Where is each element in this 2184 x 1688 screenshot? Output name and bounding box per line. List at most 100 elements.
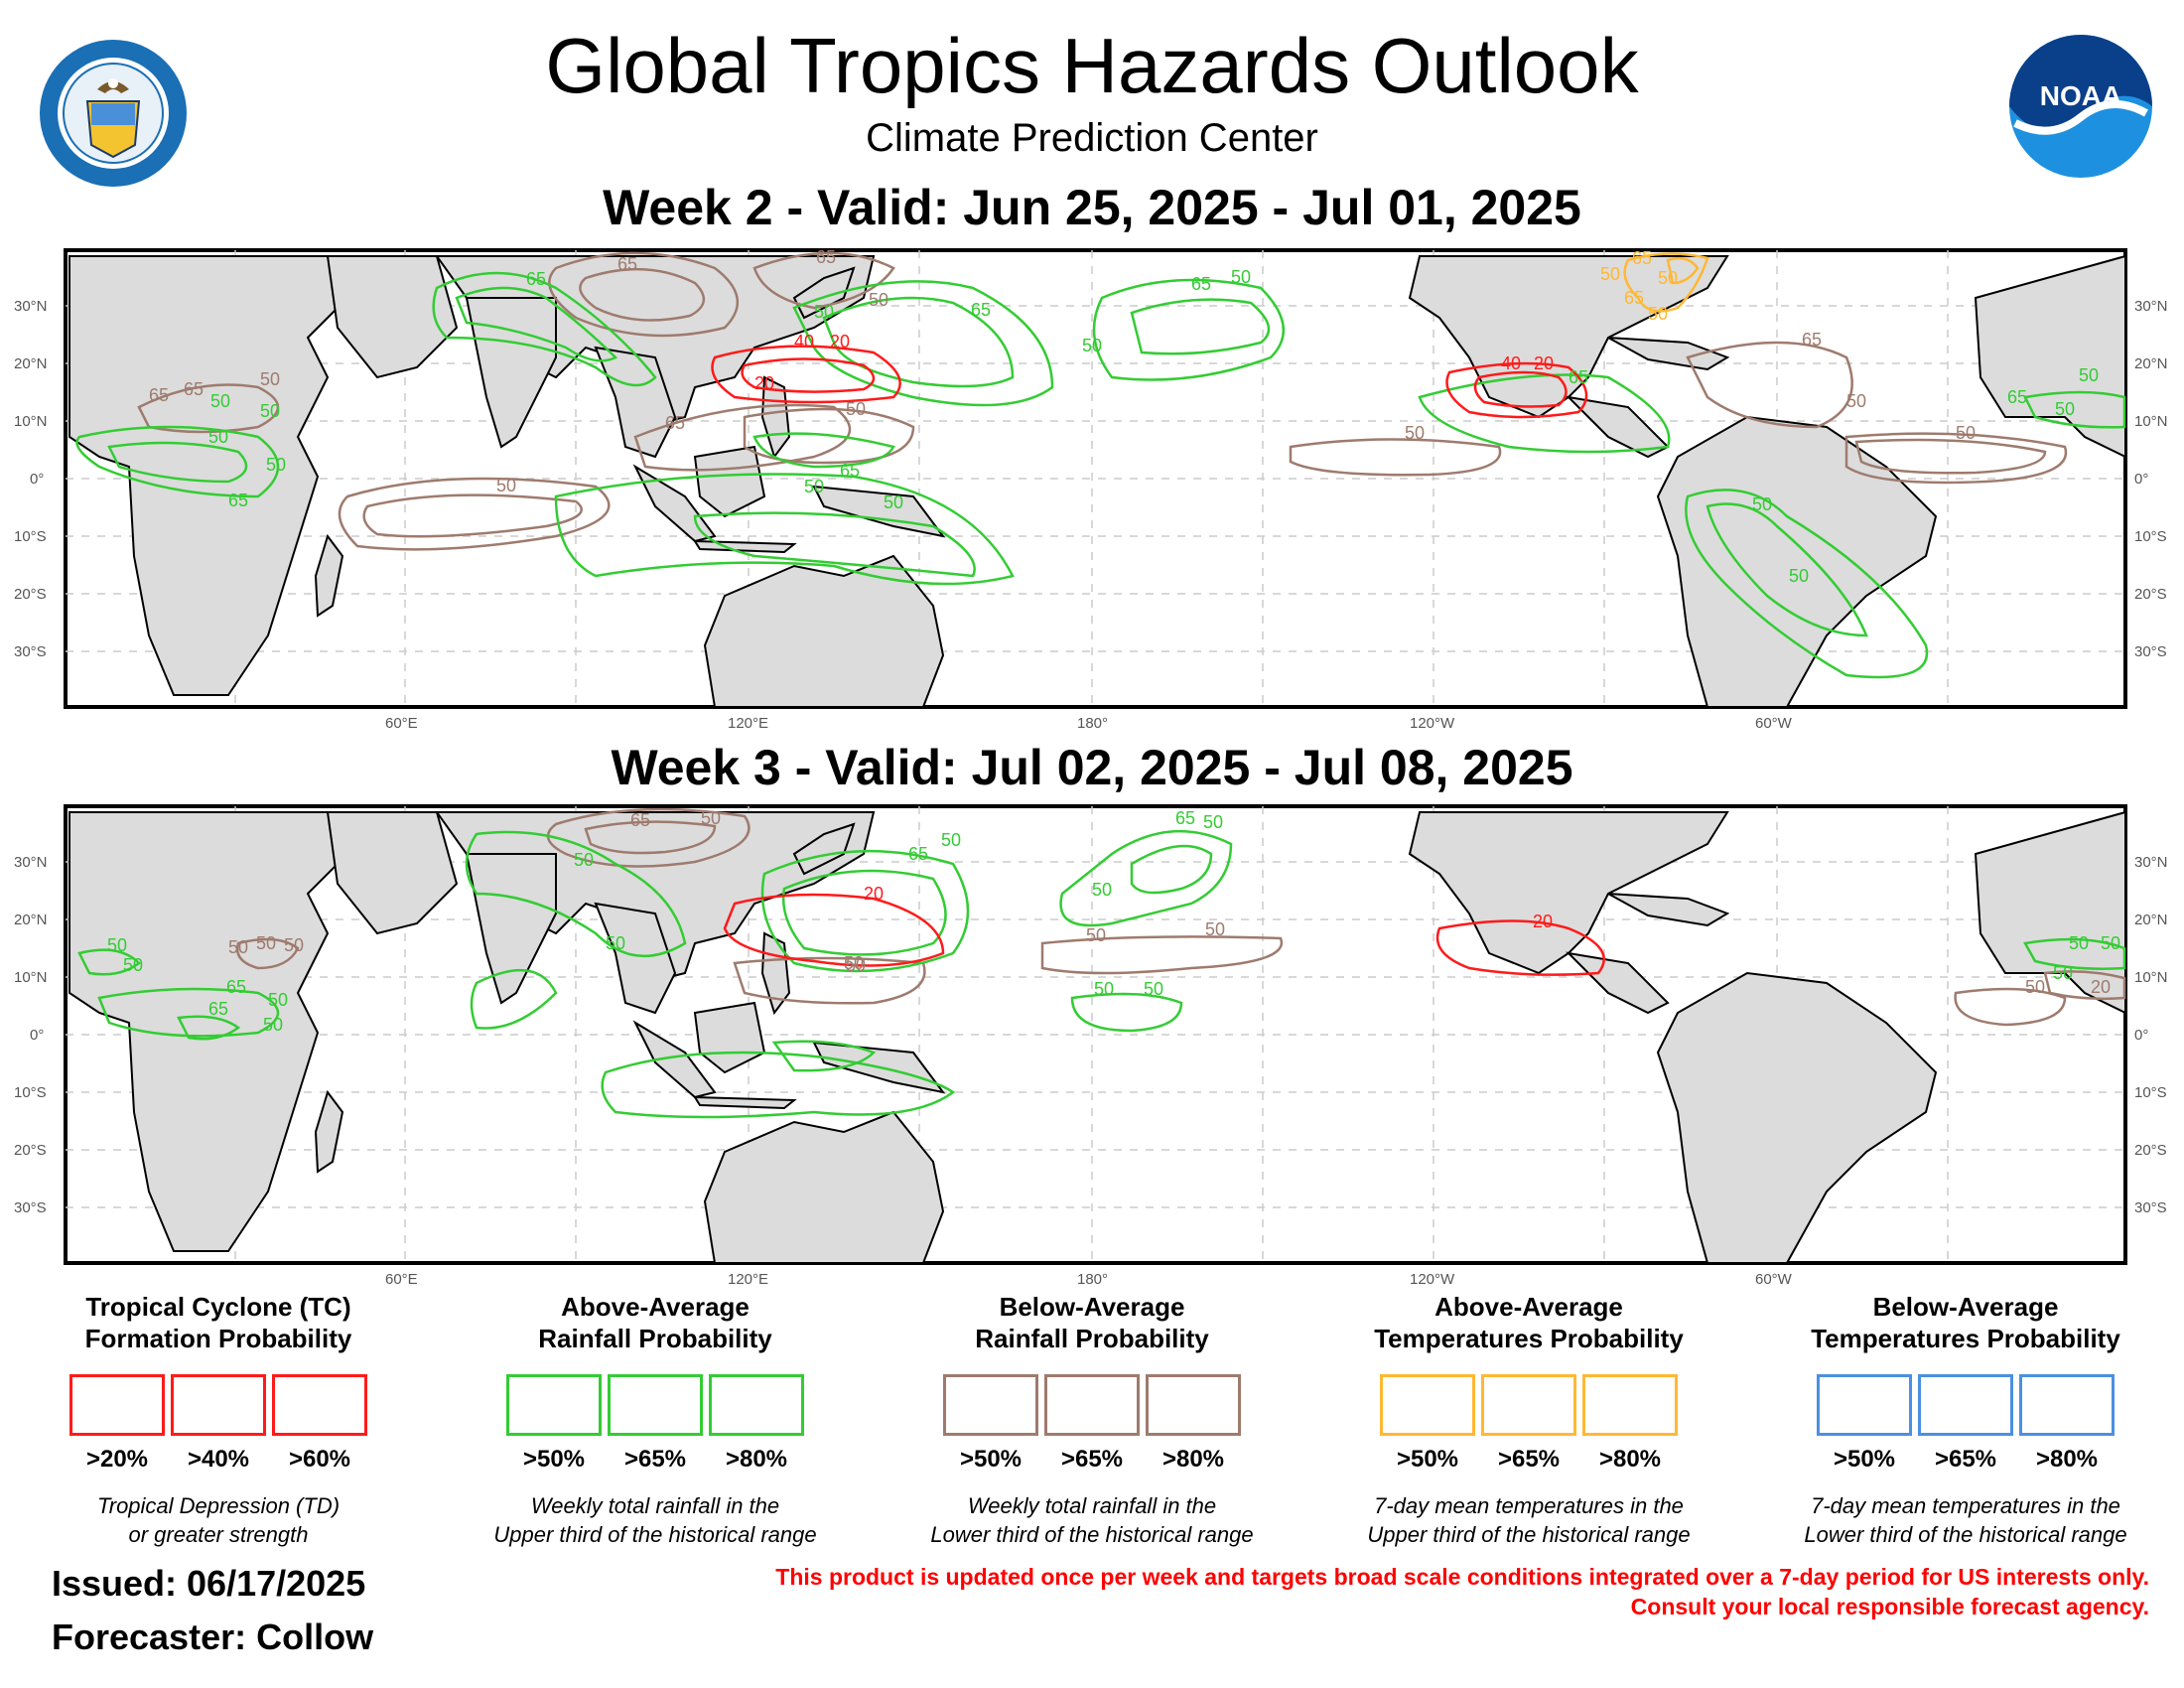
- week3-axis-labels: 30°N 20°N 10°N 0° 10°S 20°S 30°S 30°N 20…: [14, 854, 2168, 1288]
- w2-label: 50: [260, 401, 280, 421]
- week2-contour-labels: 65 65 65 50 50 65 40 20 20 65 50 50 50 6…: [149, 247, 2099, 586]
- legend-threshold: >80%: [725, 1446, 788, 1473]
- w2-label: 50: [1405, 423, 1425, 443]
- week2-title: Week 2 - Valid: Jun 25, 2025 - Jul 01, 2…: [603, 180, 1581, 235]
- legend-below-rain: Below-Average Rainfall Probability >50% >…: [884, 1291, 1300, 1549]
- w2-label: 65: [184, 379, 204, 399]
- w3-label: 50: [123, 955, 143, 975]
- legend-swatch: [69, 1374, 165, 1436]
- w2-label: 65: [2007, 387, 2027, 407]
- new-guinea: [812, 1041, 946, 1094]
- australia: [703, 554, 945, 708]
- central-america: [1566, 395, 1670, 459]
- w3-label: 50: [574, 850, 594, 870]
- lat-label: 10°N: [14, 413, 48, 430]
- w2-label: 50: [2079, 365, 2099, 385]
- legend-title: Tropical Cyclone (TC): [85, 1292, 351, 1322]
- w2-label: 50: [1752, 494, 1772, 514]
- legend-swatch: [506, 1374, 602, 1436]
- lat-label: 20°N: [14, 912, 48, 928]
- week3-gridlines: [66, 806, 2125, 1263]
- japan: [792, 266, 856, 320]
- legend-desc: Upper third of the historical range: [1367, 1522, 1691, 1547]
- lat-label: 0°: [30, 1027, 44, 1044]
- legend-title: Below-Average: [1872, 1292, 2059, 1322]
- week2-map-group: 65 65 65 50 50 65 40 20 20 65 50 50 50 6…: [64, 247, 2127, 709]
- w3-label: 65: [908, 844, 928, 864]
- legend-swatch: [171, 1374, 266, 1436]
- w2-label: 65: [1569, 367, 1588, 387]
- week3-title: Week 3 - Valid: Jul 02, 2025 - Jul 08, 2…: [611, 740, 1573, 795]
- arabia: [326, 811, 459, 935]
- w3-label: 50: [1086, 925, 1106, 945]
- legend-swatch: [1481, 1374, 1576, 1436]
- w2-label: 50: [208, 427, 228, 447]
- w3-label: 50: [1203, 812, 1223, 832]
- w3-label: 50: [263, 1015, 283, 1035]
- w2-label: 65: [971, 300, 991, 320]
- eurasia: [435, 811, 876, 985]
- forecaster-name: Forecaster: Collow: [52, 1617, 374, 1657]
- w2-label: 50: [869, 290, 888, 310]
- w2-label: 65: [665, 413, 685, 433]
- lat-label: 30°S: [2134, 1199, 2167, 1216]
- legend-swatch: [272, 1374, 367, 1436]
- lat-label: 20°S: [2134, 1142, 2167, 1159]
- w3-label: 65: [226, 977, 246, 997]
- lat-label: 10°S: [2134, 528, 2167, 545]
- w2-label: 50: [260, 369, 280, 389]
- w2-label: 50: [814, 302, 834, 322]
- w2-label: 50: [1658, 268, 1678, 288]
- africa: [68, 255, 349, 696]
- legend-swatch: [1146, 1374, 1241, 1436]
- legend-swatch: [943, 1374, 1038, 1436]
- north-america: [1408, 255, 1729, 419]
- africa: [68, 811, 349, 1252]
- page-subtitle: Climate Prediction Center: [866, 116, 1318, 160]
- w2-label: 65: [526, 269, 546, 289]
- legend-desc: Weekly total rainfall in the: [530, 1493, 780, 1518]
- w2-label: 50: [1082, 336, 1102, 355]
- legend-swatch: [1582, 1374, 1678, 1436]
- w2-label: 50: [1231, 267, 1251, 287]
- w3-label: 50: [941, 830, 961, 850]
- w3-label: 50: [268, 990, 288, 1010]
- w2-label: 65: [1191, 274, 1211, 294]
- legend-threshold: >60%: [288, 1446, 351, 1473]
- west-africa-east: [1974, 254, 2126, 459]
- legend-desc: Lower third of the historical range: [1804, 1522, 2127, 1547]
- legend-threshold: >50%: [1396, 1446, 1459, 1473]
- south-america: [1656, 415, 1938, 708]
- legend-title: Rainfall Probability: [975, 1324, 1209, 1353]
- week2-contours: [75, 251, 2126, 679]
- legend-threshold: >20%: [85, 1446, 149, 1473]
- week3-map-group: 65 50 50 50 65 50 20 20 50 50 50 65 50 5…: [64, 804, 2127, 1265]
- central-america: [1566, 951, 1670, 1015]
- issued-info: Issued: 06/17/2025 Forecaster: Collow: [52, 1557, 373, 1664]
- w3-label: 20: [1533, 912, 1553, 931]
- w3-label: 50: [2069, 933, 2089, 953]
- legend-title: Temperatures Probability: [1374, 1324, 1684, 1353]
- w3-label: 65: [1175, 808, 1195, 828]
- lat-label: 10°N: [2134, 413, 2168, 430]
- lat-label: 20°N: [2134, 912, 2168, 928]
- lat-label: 30°S: [2134, 643, 2167, 660]
- lat-label: 30°N: [14, 854, 48, 871]
- borneo: [693, 445, 766, 518]
- australia: [703, 1110, 945, 1264]
- caribbean: [1607, 337, 1730, 371]
- legend-title: Below-Average: [999, 1292, 1185, 1322]
- lat-label: 20°S: [2134, 586, 2167, 603]
- south-america: [1656, 971, 1938, 1264]
- legend-tc: Tropical Cyclone (TC) Formation Probabil…: [10, 1291, 427, 1549]
- eurasia: [435, 255, 876, 429]
- legend-title: Temperatures Probability: [1811, 1324, 2120, 1353]
- w3-label: 50: [2025, 977, 2045, 997]
- legend-title: Above-Average: [1434, 1292, 1623, 1322]
- w3-label: 50: [1092, 880, 1112, 900]
- w2-label: 65: [1624, 288, 1644, 308]
- legend-swatch: [1044, 1374, 1140, 1436]
- java: [693, 1095, 797, 1110]
- w2-label: 50: [266, 455, 286, 475]
- w2-label: 50: [846, 399, 866, 419]
